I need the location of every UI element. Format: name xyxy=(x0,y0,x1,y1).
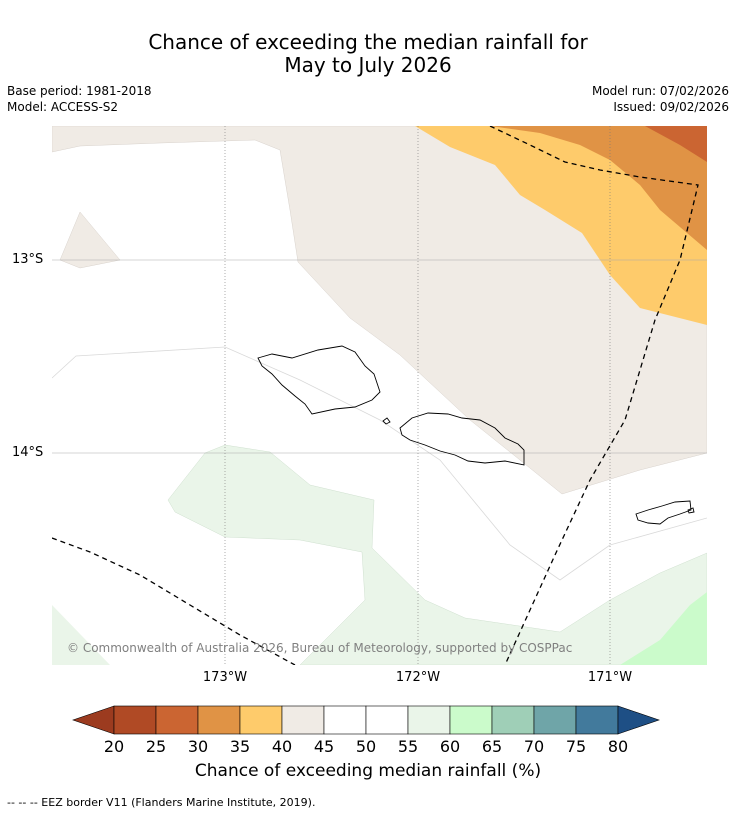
zone-30-35 xyxy=(490,126,707,250)
model-run: Model run: 07/02/2026 xyxy=(591,84,729,98)
island-manono xyxy=(382,417,391,425)
colorbar-over-arrow xyxy=(617,705,660,735)
chart-title: Chance of exceeding the median rainfall … xyxy=(0,31,736,77)
colorbar-tick-label: 35 xyxy=(229,737,251,756)
colorbar-tick-label: 50 xyxy=(355,737,377,756)
colorbar-segment xyxy=(491,705,535,735)
island-tutuila xyxy=(635,500,692,525)
colorbar-under-arrow xyxy=(72,705,115,735)
colorbar-tick-label: 80 xyxy=(607,737,629,756)
base-period: Base period: 1981-2018 xyxy=(7,84,152,98)
colorbar-tick-label: 40 xyxy=(271,737,293,756)
island-aunuu xyxy=(687,507,695,514)
lon-label-173w: 173°W xyxy=(202,670,248,685)
colorbar-segment xyxy=(281,705,325,735)
colorbar-tick-label: 55 xyxy=(397,737,419,756)
colorbar-segment xyxy=(575,705,619,735)
colorbar-segment xyxy=(197,705,241,735)
lon-label-171w: 171°W xyxy=(587,670,633,685)
colorbar-segment xyxy=(239,705,283,735)
zone-55-60-left xyxy=(52,605,110,665)
issued-date: Issued: 09/02/2026 xyxy=(613,100,729,114)
lon-label-172w: 172°W xyxy=(395,670,441,685)
zone-25-30 xyxy=(645,126,707,162)
colorbar-segment xyxy=(533,705,577,735)
colorbar-segment xyxy=(113,705,157,735)
island-savaii xyxy=(257,345,381,415)
colorbar-tick-label: 75 xyxy=(565,737,587,756)
colorbar-tick-label: 20 xyxy=(103,737,125,756)
eez-border-east xyxy=(489,126,699,665)
model-name: Model: ACCESS-S2 xyxy=(7,100,119,114)
colorbar-tick-label: 45 xyxy=(313,737,335,756)
colorbar-tick-label: 70 xyxy=(523,737,545,756)
eez-legend-note: -- -- -- EEZ border V11 (Flanders Marine… xyxy=(7,796,316,809)
colorbar-segment xyxy=(449,705,493,735)
island-upolu xyxy=(399,412,525,466)
colorbar-tick-label: 30 xyxy=(187,737,209,756)
colorbar-tick-label: 65 xyxy=(481,737,503,756)
colorbar-segment xyxy=(323,705,367,735)
colorbar-segment xyxy=(407,705,451,735)
zone-40-45-main xyxy=(52,126,707,495)
lat-label-14s: 14°S xyxy=(12,445,44,460)
lat-label-13s: 13°S xyxy=(12,252,44,267)
colorbar-segment xyxy=(155,705,199,735)
title-line-2: May to July 2026 xyxy=(284,53,452,77)
colorbar-tick-label: 60 xyxy=(439,737,461,756)
colorbar-label: Chance of exceeding median rainfall (%) xyxy=(194,761,542,781)
colorbar-segment xyxy=(365,705,409,735)
meta-left: Base period: 1981-2018 Model: ACCESS-S2 xyxy=(7,83,152,115)
map-contours xyxy=(52,126,707,665)
meta-right: Model run: 07/02/2026 Issued: 09/02/2026 xyxy=(592,83,729,115)
title-line-1: Chance of exceeding the median rainfall … xyxy=(148,30,588,54)
colorbar-tick-label: 25 xyxy=(145,737,167,756)
copyright-notice: © Commonwealth of Australia 2026, Bureau… xyxy=(67,641,573,655)
colorbar xyxy=(72,705,660,735)
zone-60-65 xyxy=(620,592,707,665)
